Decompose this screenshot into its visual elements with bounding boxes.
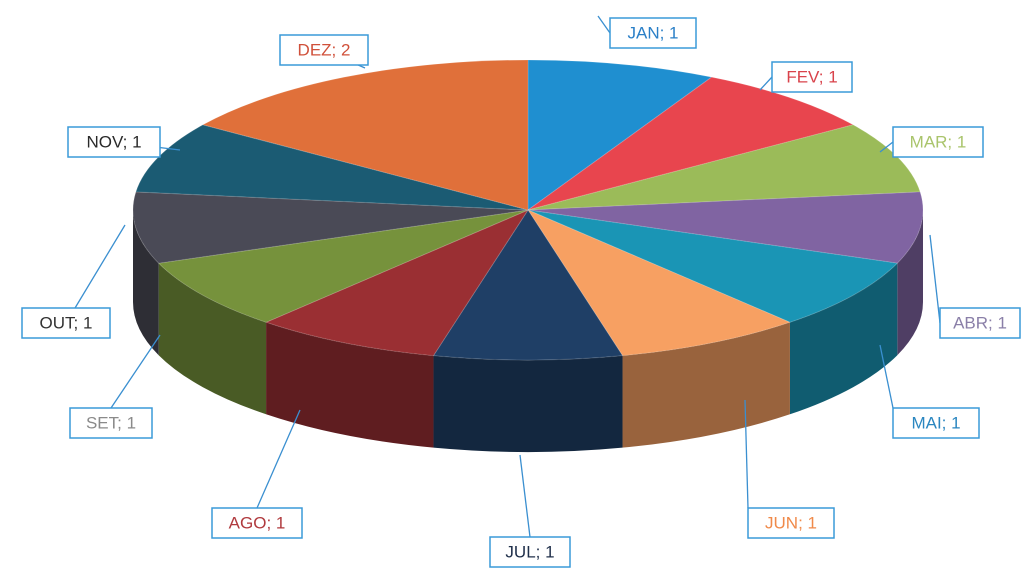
slice: [527, 191, 924, 264]
label-box: [69, 407, 153, 439]
leader-line: [256, 409, 301, 509]
data-label: SET; 1: [86, 413, 136, 432]
slice: [527, 59, 713, 211]
leader-line: [879, 344, 894, 409]
slice-side: [789, 263, 898, 415]
leader-line: [519, 454, 531, 538]
leader-line: [65, 224, 126, 324]
data-label: MAI; 1: [911, 413, 960, 432]
label-box: [211, 507, 303, 539]
data-label: JAN; 1: [627, 23, 678, 42]
label-box: [747, 507, 835, 539]
label-box: [489, 536, 571, 568]
slice: [432, 209, 624, 361]
leader-line: [110, 334, 161, 409]
slice: [157, 209, 529, 323]
label-box: [892, 407, 980, 439]
slice: [527, 209, 899, 323]
data-label: OUT; 1: [40, 313, 93, 332]
data-label: JUN; 1: [765, 513, 817, 532]
data-label: NOV; 1: [86, 132, 141, 151]
leader-line: [879, 141, 894, 153]
label-box: [67, 126, 161, 158]
leader-line: [759, 76, 773, 91]
leader-line: [744, 399, 749, 509]
label-box: [609, 17, 697, 49]
label-box: [21, 307, 111, 339]
data-label: FEV; 1: [786, 67, 837, 86]
data-label: AGO; 1: [229, 513, 286, 532]
slice: [264, 208, 530, 357]
slice: [526, 208, 792, 357]
data-label: DEZ; 2: [298, 40, 351, 59]
slice-side: [433, 355, 623, 453]
slice: [527, 76, 855, 211]
data-label: JUL; 1: [505, 542, 554, 561]
slice-side: [133, 210, 159, 356]
label-box: [771, 61, 853, 93]
label-box: [939, 307, 1021, 339]
slice-side: [266, 322, 434, 448]
leader-line: [597, 15, 611, 34]
slice-side: [622, 322, 790, 448]
slice-side: [158, 263, 267, 415]
label-box: [892, 126, 984, 158]
slice: [201, 59, 529, 211]
slice: [132, 191, 529, 264]
label-box: [279, 34, 369, 66]
data-label: ABR; 1: [953, 313, 1007, 332]
data-label: MAR; 1: [910, 132, 967, 151]
leader-line: [929, 234, 941, 324]
slice-side: [897, 210, 923, 356]
